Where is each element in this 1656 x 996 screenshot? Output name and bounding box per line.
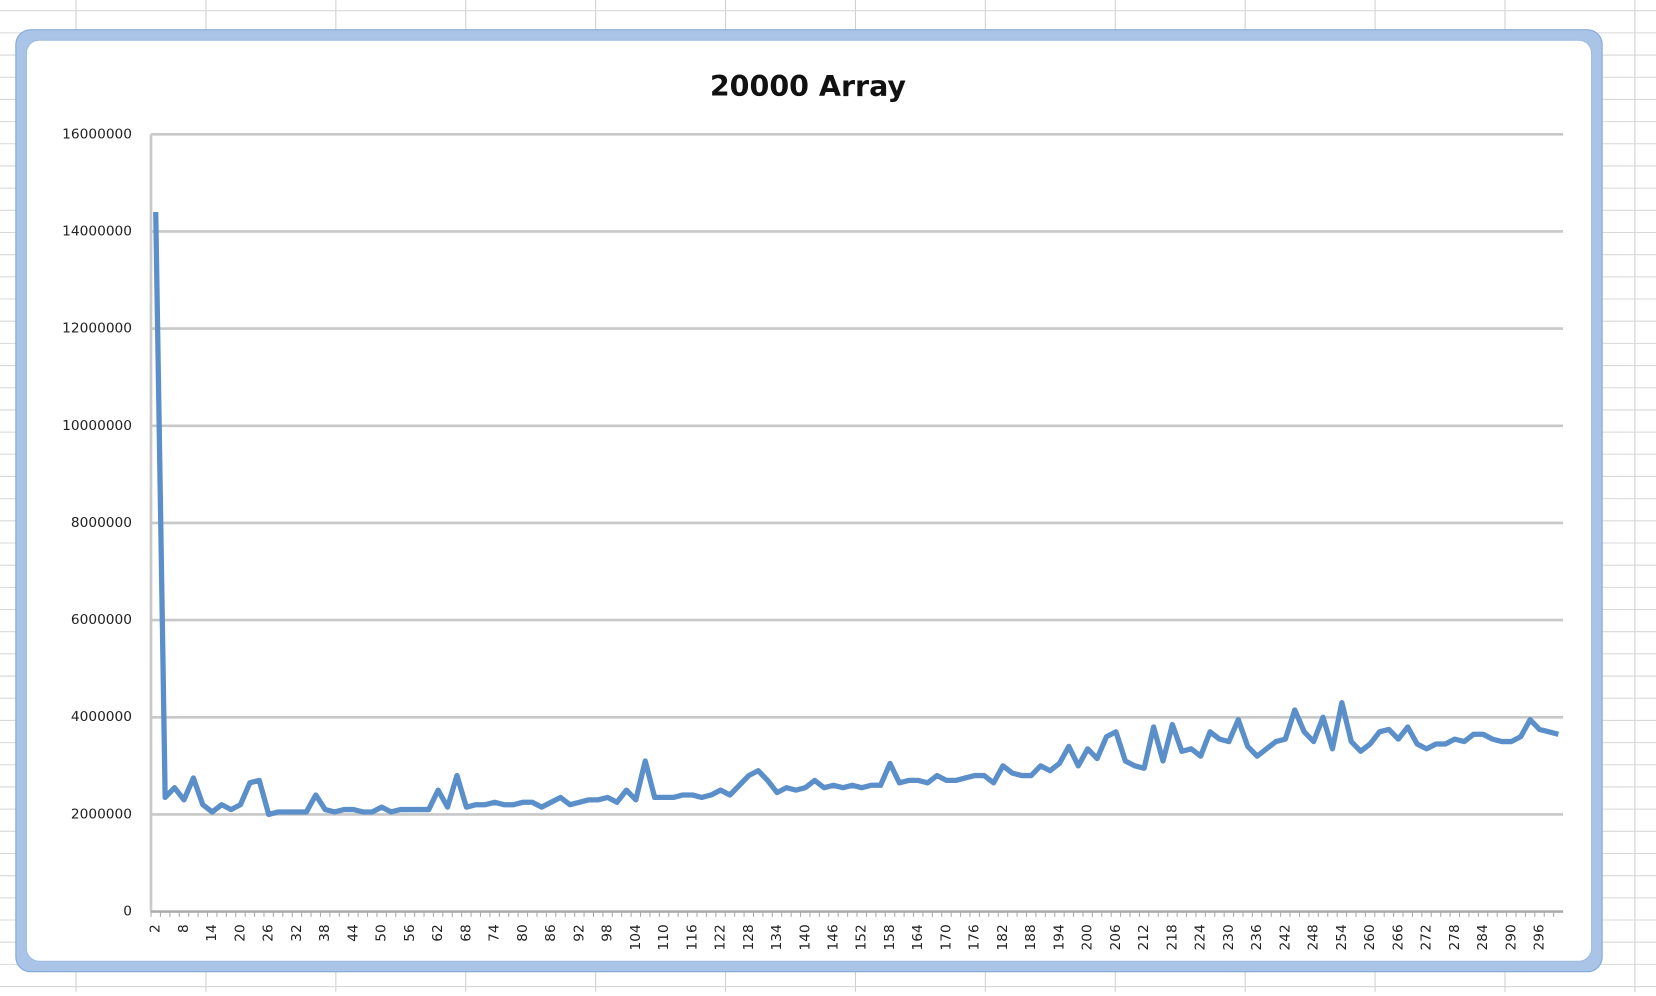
y-tick-label: 2000000: [71, 806, 132, 822]
x-tick-label: 164: [910, 924, 926, 950]
x-tick-label: 170: [938, 924, 954, 950]
y-tick-label: 10000000: [62, 418, 132, 434]
chart-area: [25, 39, 1593, 962]
x-tick-label: 20: [232, 924, 248, 941]
y-tick-label: 0: [123, 904, 132, 920]
x-tick-label: 146: [826, 924, 842, 950]
x-tick-label: 230: [1221, 924, 1237, 950]
x-tick-label: 98: [600, 924, 616, 941]
x-tick-label: 56: [402, 924, 418, 941]
data-line: [153, 211, 1560, 818]
x-tick-label: 188: [1023, 924, 1039, 950]
x-tick-label: 44: [345, 924, 361, 941]
x-tick-label: 248: [1306, 924, 1322, 950]
x-tick-label: 80: [515, 924, 531, 941]
x-tick-label: 50: [374, 924, 390, 941]
x-tick-label: 32: [289, 924, 305, 941]
x-tick-label: 92: [571, 924, 587, 941]
y-tick-label: 12000000: [62, 321, 132, 337]
x-tick-label: 62: [430, 924, 446, 941]
x-tick-label: 194: [1051, 924, 1067, 950]
x-tick-label: 26: [261, 924, 277, 941]
x-tick-label: 116: [684, 924, 700, 950]
x-tick-label: 212: [1136, 924, 1152, 950]
x-tick-label: 158: [882, 924, 898, 950]
x-tick-label: 122: [713, 924, 729, 950]
y-tick-label: 4000000: [71, 709, 132, 725]
x-tick-label: 242: [1277, 924, 1293, 950]
x-tick-label: 290: [1503, 924, 1519, 950]
x-tick-label: 284: [1475, 924, 1491, 950]
x-tick-label: 278: [1447, 924, 1463, 950]
x-tick-label: 128: [741, 924, 757, 950]
x-tick-label: 296: [1532, 924, 1548, 950]
x-tick-label: 206: [1108, 924, 1124, 950]
chart-title: 20000 Array: [710, 70, 907, 103]
y-tick-label: 14000000: [62, 223, 132, 239]
x-tick-label: 218: [1164, 924, 1180, 950]
x-tick-label: 74: [487, 924, 503, 941]
x-tick-label: 86: [543, 924, 559, 941]
x-tick-label: 38: [317, 924, 333, 941]
x-tick-label: 200: [1080, 924, 1096, 950]
x-tick-label: 104: [628, 924, 644, 950]
x-tick-label: 236: [1249, 924, 1265, 950]
y-tick-label: 6000000: [71, 612, 132, 628]
x-tick-label: 134: [769, 924, 785, 950]
y-tick-label: 8000000: [71, 515, 132, 531]
x-tick-label: 266: [1390, 924, 1406, 950]
x-tick-label: 272: [1419, 924, 1435, 950]
x-tick-label: 2: [148, 924, 164, 933]
x-tick-label: 254: [1334, 924, 1350, 950]
x-tick-label: 176: [967, 924, 983, 950]
x-tick-label: 14: [204, 924, 220, 941]
x-tick-label: 260: [1362, 924, 1378, 950]
y-tick-label: 16000000: [62, 126, 132, 142]
x-tick-label: 68: [458, 924, 474, 941]
x-tick-label: 140: [797, 924, 813, 950]
x-tick-label: 224: [1193, 924, 1209, 950]
x-tick-label: 8: [176, 924, 192, 933]
x-tick-label: 182: [995, 924, 1011, 950]
x-tick-label: 110: [656, 924, 672, 950]
x-tick-label: 152: [854, 924, 870, 950]
